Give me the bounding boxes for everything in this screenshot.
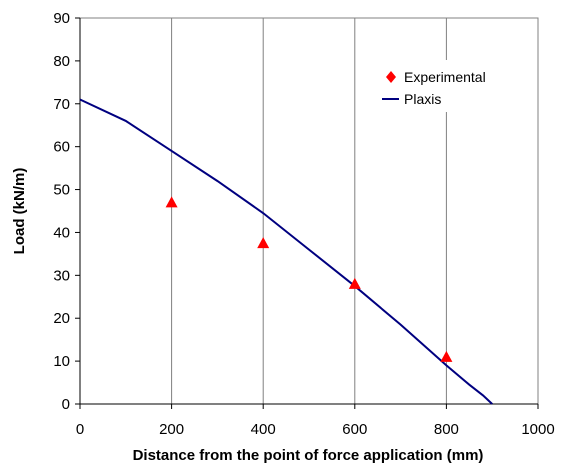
y-tick-label: 80 — [53, 53, 70, 70]
x-tick-label: 800 — [434, 421, 459, 438]
legend: Experimental Plaxis — [378, 60, 528, 112]
x-tick-label: 1000 — [521, 421, 554, 438]
x-tick-label: 200 — [159, 421, 184, 438]
x-tick-label: 400 — [251, 421, 276, 438]
plaxis-line — [79, 98, 493, 405]
y-tick-label: 0 — [62, 396, 70, 413]
x-axis-title: Distance from the point of force applica… — [133, 447, 484, 464]
y-tick-label: 20 — [53, 310, 70, 327]
experimental-series — [165, 196, 453, 362]
y-tick-label: 40 — [53, 224, 70, 241]
x-tick-label: 600 — [342, 421, 367, 438]
experimental-point — [165, 196, 178, 208]
tick-labels: 0 10 20 30 40 50 60 70 80 90 0 200 400 600 800 1000 — [53, 10, 554, 438]
axes — [75, 17, 539, 409]
legend-marker-experimental — [386, 71, 396, 83]
y-tick-label: 50 — [53, 182, 70, 199]
y-tick-label: 70 — [53, 96, 70, 113]
legend-box — [378, 60, 528, 112]
y-tick-label: 30 — [53, 267, 70, 284]
experimental-point — [257, 237, 270, 249]
y-axis-title: Load (kN/m) — [11, 168, 28, 255]
grid — [171, 18, 447, 404]
y-tick-label: 10 — [53, 353, 70, 370]
y-tick-label: 90 — [53, 10, 70, 27]
plaxis-series — [79, 98, 493, 405]
legend-label-plaxis: Plaxis — [404, 91, 441, 107]
y-tick-label: 60 — [53, 139, 70, 156]
legend-label-experimental: Experimental — [404, 69, 486, 85]
experimental-point — [348, 277, 361, 289]
experimental-point — [440, 350, 453, 362]
x-tick-label: 0 — [76, 421, 84, 438]
